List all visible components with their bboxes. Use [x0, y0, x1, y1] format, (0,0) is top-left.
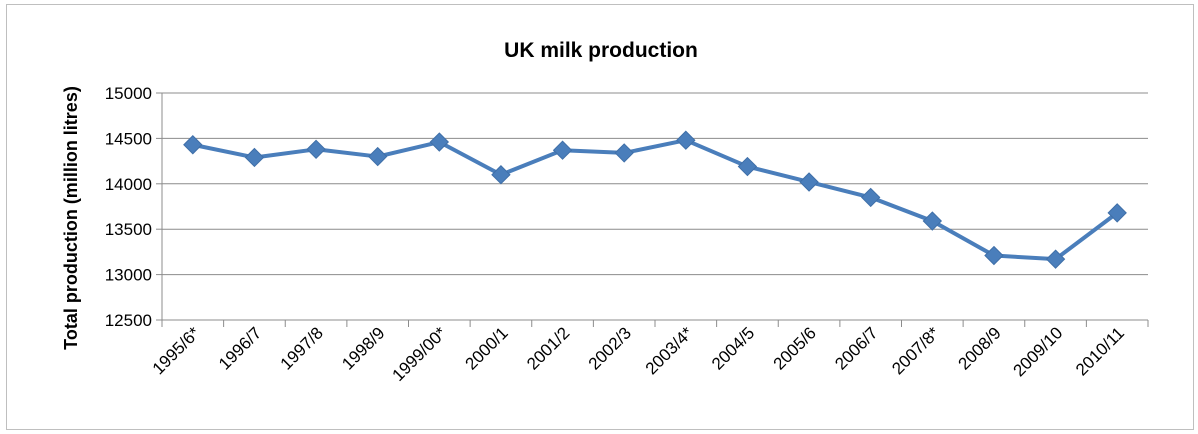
data-point-marker	[244, 147, 265, 168]
y-axis-label: Total production (million litres)	[61, 86, 81, 350]
data-point-marker	[1107, 203, 1127, 223]
y-tick-label: 13500	[105, 220, 152, 239]
x-tick-label: 1997/8	[277, 323, 327, 373]
data-point-marker	[183, 135, 203, 155]
data-point-marker	[922, 211, 943, 231]
x-tick-label: 1995/6*	[149, 323, 204, 378]
data-point-marker	[306, 139, 326, 160]
x-tick-label: 2009/10	[1010, 323, 1067, 380]
x-tick-label: 2008/9	[955, 323, 1005, 373]
y-tick-label: 12500	[105, 311, 152, 330]
x-tick-label: 2003/4*	[642, 323, 697, 378]
data-point-marker	[552, 140, 573, 160]
chart-area: 12500 13000 13500 14000 14500 15000 1995/6* 19…	[6, 4, 1194, 430]
y-tick-label: 14000	[105, 175, 152, 194]
y-tick-label: 15000	[105, 84, 152, 103]
data-point-marker	[367, 146, 388, 167]
axes	[156, 92, 1149, 327]
x-tick-label: 1999/00*	[389, 323, 451, 385]
data-point-marker	[676, 130, 696, 150]
y-axis-ticks: 12500 13000 13500 14000 14500 15000	[105, 84, 152, 330]
data-point-marker	[1045, 249, 1066, 269]
data-point-marker	[984, 245, 1004, 266]
x-tick-label: 2007/8*	[888, 323, 943, 378]
data-point-marker	[429, 132, 450, 152]
y-tick-label: 13000	[105, 266, 152, 285]
x-tick-label: 2002/3	[585, 323, 635, 373]
data-point-marker	[737, 156, 758, 177]
data-point-marker	[799, 172, 819, 192]
series-line	[192, 138, 1119, 262]
chart-title: UK milk production	[504, 39, 698, 62]
x-tick-label: 2010/11	[1072, 323, 1128, 379]
x-axis-ticks: 1995/6* 1996/7 1997/8 1998/9 1999/00* 2000/1 2…	[149, 323, 1128, 385]
data-point-marker	[860, 187, 881, 208]
series-layer	[183, 130, 1127, 269]
x-tick-label: 2005/6	[770, 323, 820, 373]
x-tick-label: 2004/5	[708, 323, 758, 373]
data-point-marker	[491, 165, 511, 185]
y-tick-label: 14500	[105, 129, 152, 148]
x-tick-label: 2000/1	[462, 323, 512, 373]
gridlines	[162, 92, 1148, 321]
x-tick-label: 2001/2	[523, 323, 573, 373]
x-tick-label: 1996/7	[215, 323, 265, 373]
data-point-marker	[614, 143, 634, 163]
x-tick-label: 1998/9	[338, 323, 388, 373]
x-tick-label: 2006/7	[831, 323, 881, 373]
